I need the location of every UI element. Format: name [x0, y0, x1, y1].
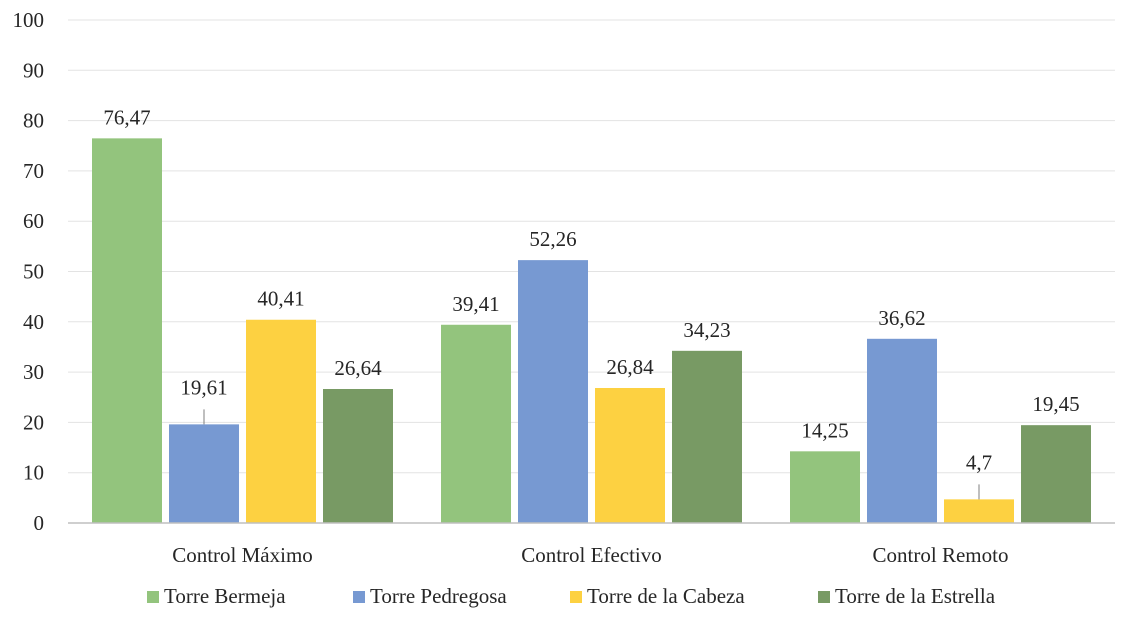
- legend-label: Torre de la Estrella: [835, 584, 996, 608]
- category-labels: Control Máximo Control Efectivo Control Re…: [172, 543, 1008, 567]
- y-axis-ticks: 0 10 20 30 40 50 60 70 80 90 100: [13, 8, 45, 535]
- y-tick-label: 100: [13, 8, 45, 32]
- bar: [92, 138, 162, 523]
- bar: [169, 424, 239, 523]
- legend-swatch: [147, 591, 159, 603]
- y-tick-label: 0: [34, 511, 45, 535]
- y-tick-label: 60: [23, 209, 44, 233]
- data-label: 52,26: [529, 227, 576, 251]
- bar: [518, 260, 588, 523]
- y-tick-label: 20: [23, 410, 44, 434]
- data-label: 34,23: [683, 318, 730, 342]
- legend-swatch: [353, 591, 365, 603]
- y-tick-label: 50: [23, 260, 44, 284]
- y-tick-label: 80: [23, 109, 44, 133]
- legend-label: Torre Bermeja: [164, 584, 286, 608]
- y-tick-label: 10: [23, 461, 44, 485]
- data-label: 40,41: [257, 287, 304, 311]
- legend-swatch: [818, 591, 830, 603]
- data-label: 14,25: [801, 418, 848, 442]
- legend-label: Torre Pedregosa: [370, 584, 507, 608]
- label-leader-lines: [203, 409, 980, 500]
- bar: [672, 350, 742, 523]
- bar: [944, 499, 1014, 523]
- bar: [867, 338, 937, 523]
- data-label: 4,7: [966, 450, 992, 474]
- data-label: 26,64: [334, 356, 382, 380]
- bar: [441, 324, 511, 523]
- legend-label: Torre de la Cabeza: [587, 584, 745, 608]
- data-labels: 76,47 19,61 40,41 26,64 39,41 52,26 26,84 34,23…: [103, 105, 1079, 474]
- bar: [246, 319, 316, 523]
- legend: Torre Bermeja Torre Pedregosa Torre de la …: [147, 584, 996, 608]
- bar: [323, 389, 393, 523]
- gridlines: [68, 19, 1115, 474]
- data-label: 19,61: [180, 375, 227, 399]
- data-label: 39,41: [452, 292, 499, 316]
- category-label: Control Remoto: [873, 543, 1009, 567]
- y-tick-label: 90: [23, 58, 44, 82]
- data-label: 36,62: [878, 306, 925, 330]
- bar: [1021, 425, 1091, 523]
- bar: [595, 387, 665, 523]
- bars: [92, 138, 1091, 523]
- data-label: 26,84: [606, 355, 654, 379]
- category-label: Control Máximo: [172, 543, 313, 567]
- bar: [790, 451, 860, 523]
- y-tick-label: 30: [23, 360, 44, 384]
- y-tick-label: 40: [23, 310, 44, 334]
- y-tick-label: 70: [23, 159, 44, 183]
- legend-swatch: [570, 591, 582, 603]
- data-label: 19,45: [1032, 392, 1079, 416]
- data-label: 76,47: [103, 105, 150, 129]
- category-label: Control Efectivo: [521, 543, 662, 567]
